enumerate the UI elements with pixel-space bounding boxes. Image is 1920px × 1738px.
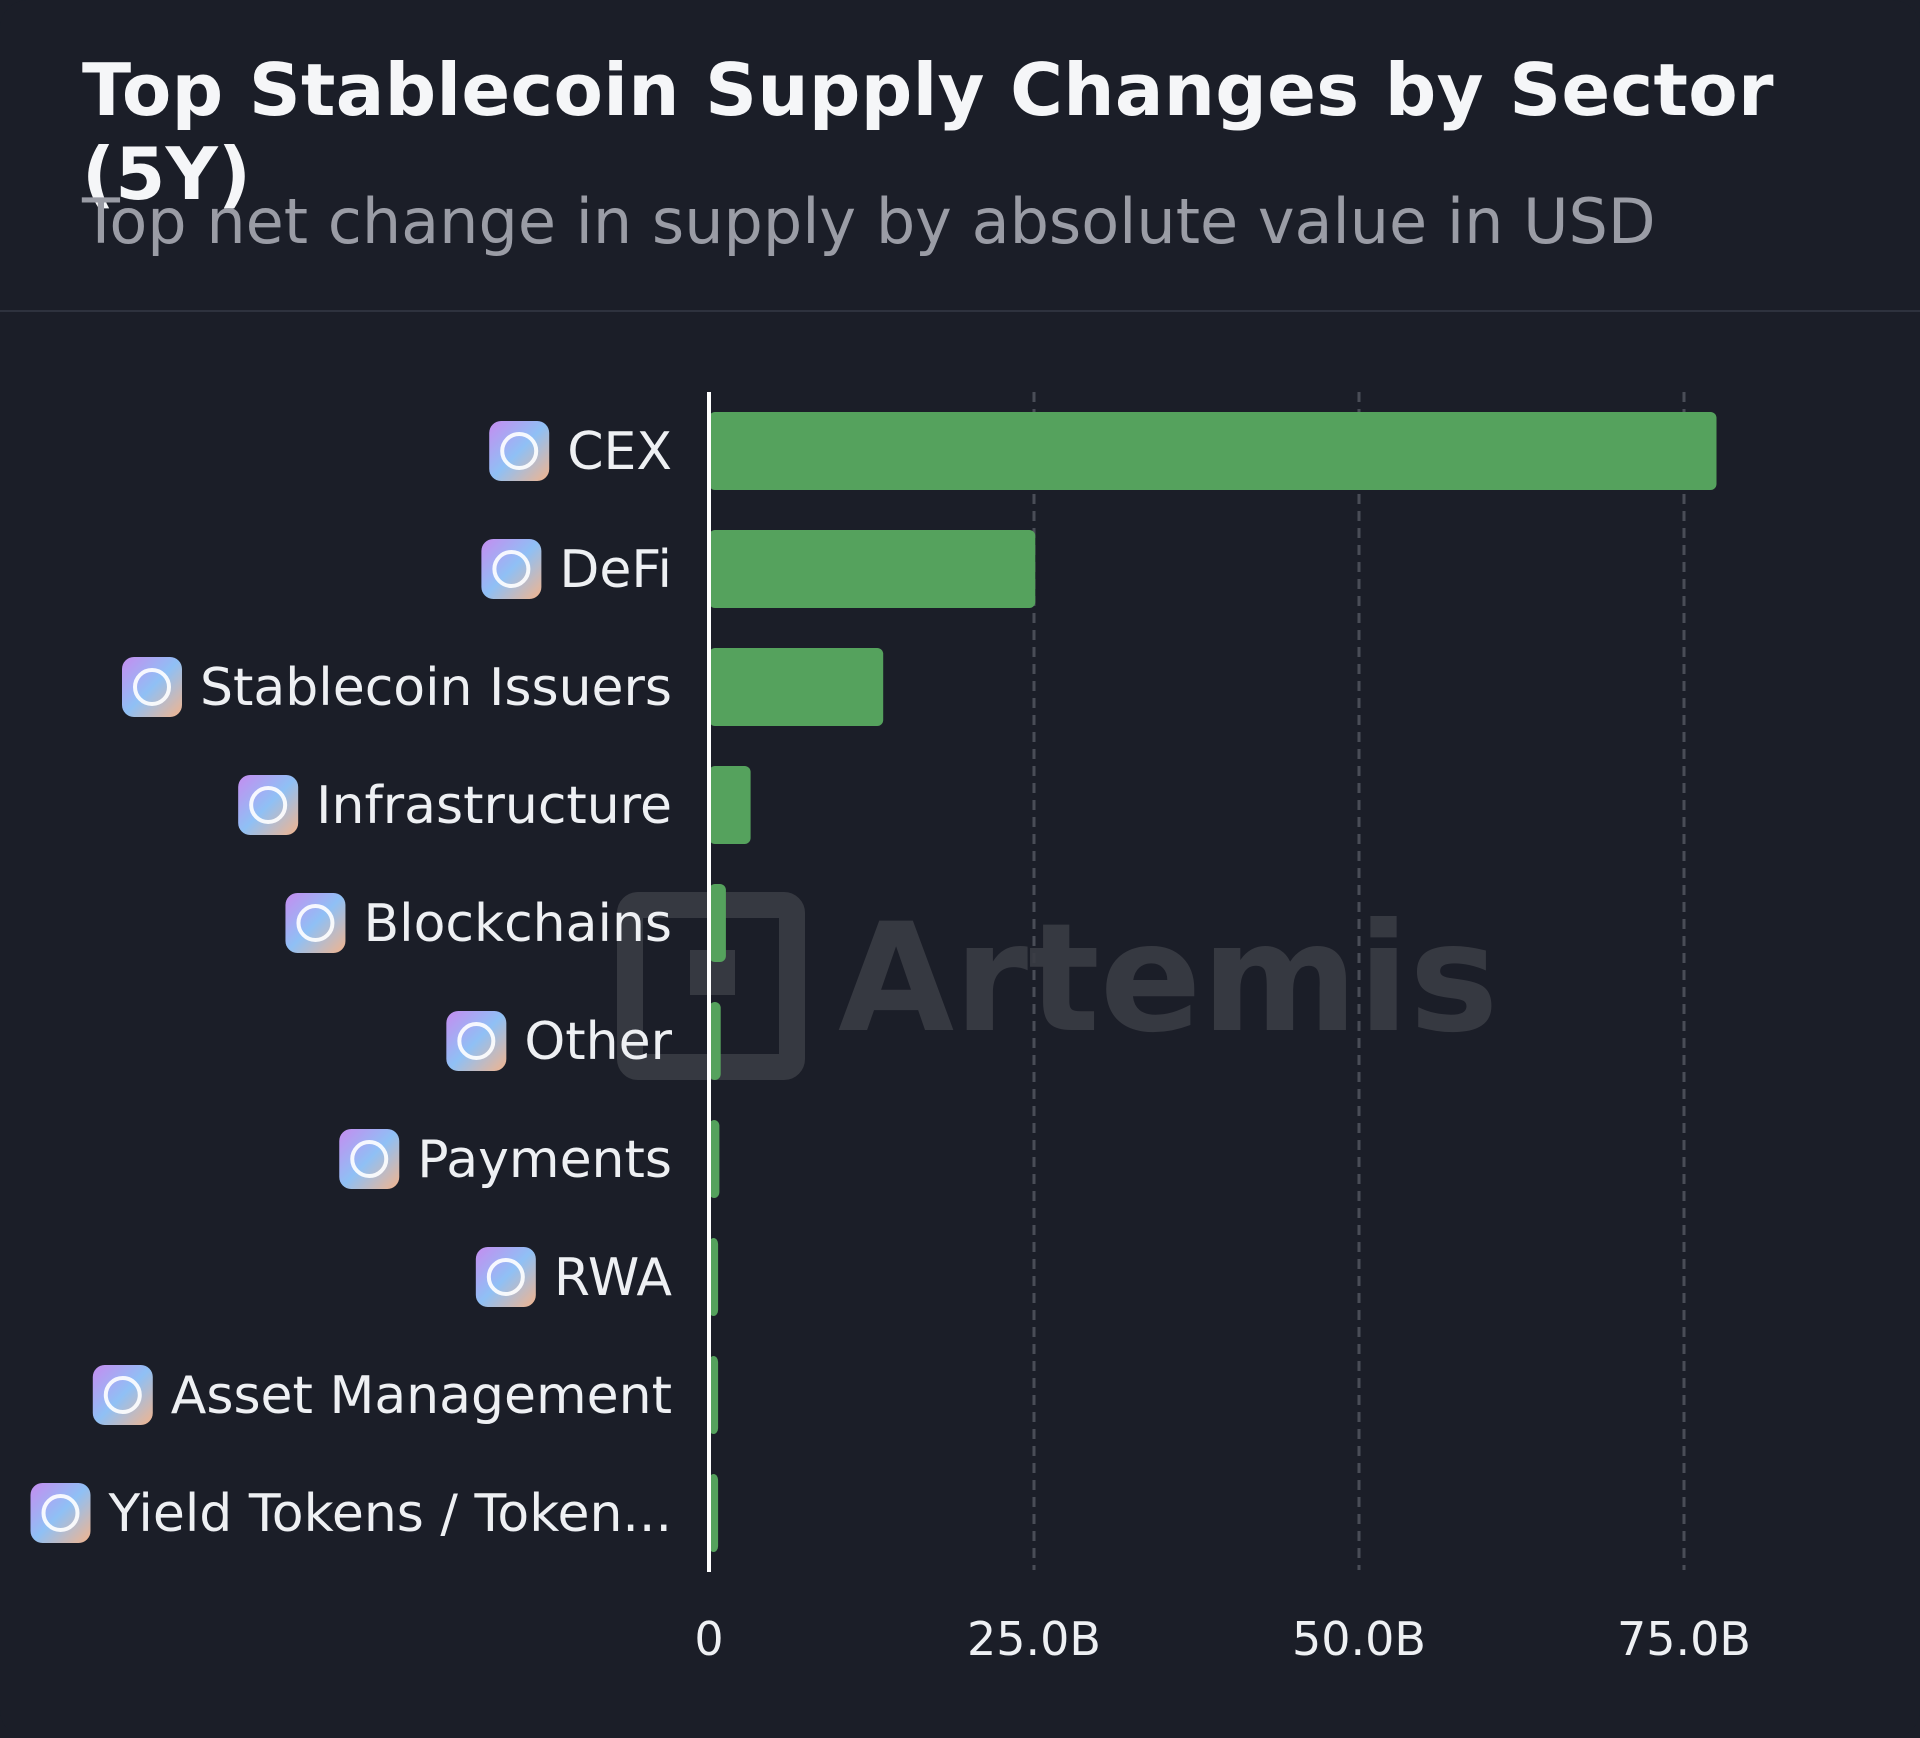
watermark: Artemis: [617, 892, 1499, 1080]
bar[interactable]: [709, 1120, 720, 1198]
category-label: Other: [524, 1012, 672, 1072]
bar[interactable]: [709, 884, 726, 962]
category-label: Blockchains: [363, 894, 672, 954]
bank-icon: [489, 421, 550, 481]
bar[interactable]: [709, 412, 1717, 490]
x-tick-label: 25.0B: [967, 1612, 1101, 1666]
bar[interactable]: [709, 1356, 719, 1434]
ellipsis-chat-icon: [446, 1011, 507, 1071]
chart-subtitle: Top net change in supply by absolute val…: [82, 185, 1656, 258]
bar[interactable]: [709, 1002, 721, 1080]
dollar-coin-icon: [122, 657, 182, 717]
defi-grid-icon: [481, 539, 542, 599]
category-label: Infrastructure: [316, 776, 672, 836]
cloud-database-icon: [238, 775, 299, 835]
category-label: RWA: [554, 1248, 673, 1308]
bar[interactable]: [709, 766, 751, 844]
category-label: CEX: [567, 422, 672, 482]
category-label: Yield Tokens / Token...: [108, 1484, 673, 1544]
category-label: Stablecoin Issuers: [200, 658, 672, 718]
piggy-bank-icon: [92, 1365, 153, 1425]
bar[interactable]: [709, 1474, 719, 1552]
chart-title: Top Stablecoin Supply Changes by Sector …: [82, 48, 1774, 216]
category-label: Payments: [417, 1130, 672, 1190]
category-label: DeFi: [559, 540, 672, 600]
bar[interactable]: [709, 648, 884, 726]
wallet-icon: [339, 1129, 400, 1189]
watermark-text: Artemis: [838, 892, 1499, 1066]
cube-icon: [285, 893, 346, 953]
yield-token-icon: [30, 1483, 91, 1543]
x-tick-label: 50.0B: [1292, 1612, 1426, 1666]
card-header: Top Stablecoin Supply Changes by Sector …: [0, 0, 1920, 312]
category-label: Asset Management: [171, 1366, 672, 1426]
buildings-icon: [475, 1247, 536, 1307]
x-tick-label: 75.0B: [1617, 1612, 1751, 1666]
bar[interactable]: [709, 1238, 719, 1316]
x-tick-label: 0: [694, 1612, 723, 1666]
bar[interactable]: [709, 530, 1036, 608]
